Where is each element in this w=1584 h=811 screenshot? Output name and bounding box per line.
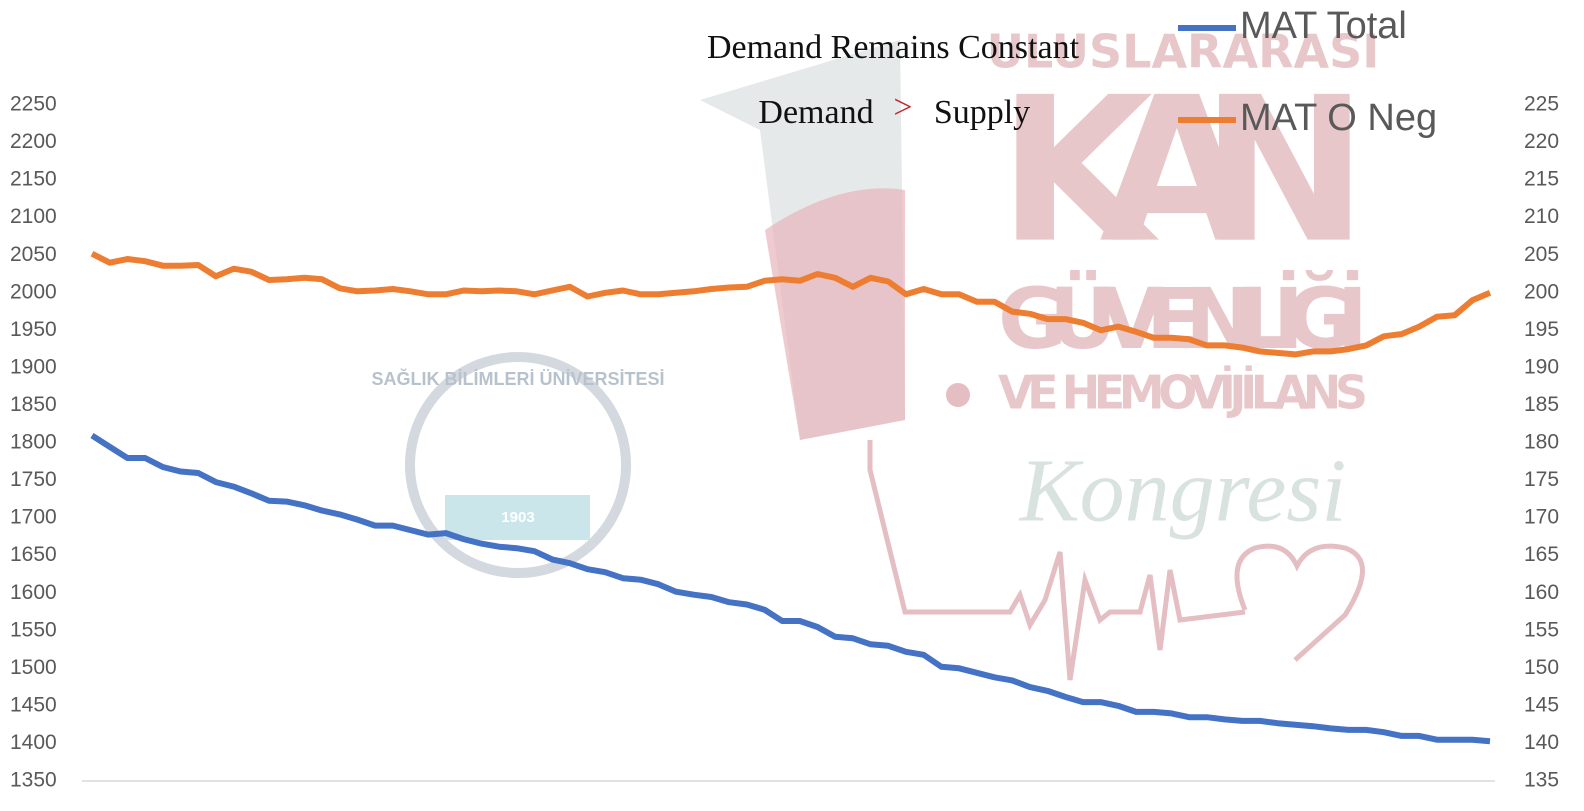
y-tick-label: 1600: [10, 581, 57, 604]
dot: [946, 383, 970, 407]
y2-tick-label: 150: [1524, 656, 1559, 679]
y-tick-label: 1800: [10, 431, 57, 454]
y2-tick-label: 190: [1524, 355, 1559, 378]
y-tick-label: 1500: [10, 656, 57, 679]
y2-tick-label: 170: [1524, 506, 1559, 529]
y-tick-label: 1400: [10, 731, 57, 754]
seal-text: SAĞLIK BİLİMLERİ ÜNİVERSİTESİ: [371, 368, 664, 389]
y2-tick-label: 185: [1524, 393, 1559, 416]
y2-tick-label: 140: [1524, 731, 1559, 754]
y2-tick-label: 175: [1524, 468, 1559, 491]
annotation: Demand: [758, 94, 873, 131]
y-tick-label: 2150: [10, 168, 57, 191]
y-tick-label: 1850: [10, 393, 57, 416]
annotation: Supply: [934, 94, 1030, 131]
watermark-text: KAN: [998, 55, 1368, 288]
y-tick-label: 1700: [10, 506, 57, 529]
y-tick-label: 1900: [10, 355, 57, 378]
y-tick-label: 2050: [10, 243, 57, 266]
y2-tick-label: 210: [1524, 205, 1559, 228]
y2-tick-label: 205: [1524, 243, 1559, 266]
y2-tick-label: 180: [1524, 431, 1559, 454]
watermark-text: Kongresi: [1018, 442, 1347, 541]
y-tick-label: 1450: [10, 693, 57, 716]
y2-tick-label: 215: [1524, 168, 1559, 191]
legend-label: MAT O Neg: [1240, 97, 1437, 139]
chart: ULUSLARARASI KAN GÜVENLİĞİ VE HEMOVİJİLA…: [0, 0, 1584, 811]
page: {"watermark": {"line1": "ULUSLARARASI", …: [0, 0, 1584, 811]
y-tick-label: 1650: [10, 543, 57, 566]
watermark-text: VE HEMOVİJİLANS: [998, 366, 1368, 420]
seal-ring: [410, 357, 626, 573]
y-tick-label: 2100: [10, 205, 57, 228]
y2-tick-label: 195: [1524, 318, 1559, 341]
y-tick-label: 1550: [10, 618, 57, 641]
y2-tick-label: 220: [1524, 130, 1559, 153]
y2-tick-label: 135: [1524, 769, 1559, 792]
y2-tick-label: 145: [1524, 693, 1559, 716]
y-tick-label: 2000: [10, 280, 57, 303]
y-tick-label: 2200: [10, 130, 57, 153]
y2-tick-label: 200: [1524, 280, 1559, 303]
y-tick-label: 1350: [10, 769, 57, 792]
y2-tick-label: 225: [1524, 93, 1559, 116]
legend-label: MAT Total: [1240, 5, 1407, 47]
annotation: Demand Remains Constant: [707, 29, 1080, 66]
seal-year: 1903: [501, 509, 534, 526]
y2-tick-label: 160: [1524, 581, 1559, 604]
blood-fill: [765, 188, 905, 440]
y2-tick-label: 155: [1524, 618, 1559, 641]
y-tick-label: 1950: [10, 318, 57, 341]
y-tick-label: 1750: [10, 468, 57, 491]
y2-tick-label: 165: [1524, 543, 1559, 566]
annotation: >: [893, 89, 912, 126]
y-tick-label: 2250: [10, 93, 57, 116]
